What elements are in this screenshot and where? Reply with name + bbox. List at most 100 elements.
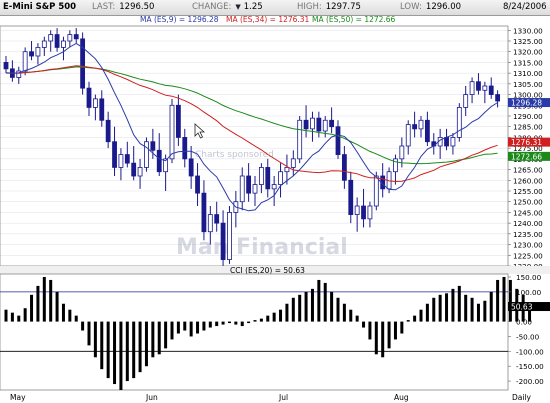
watermark-line2: Man Financial bbox=[176, 235, 348, 260]
cci-bar bbox=[202, 321, 206, 331]
ma34-line bbox=[5, 65, 498, 183]
high-label: HIGH: bbox=[297, 2, 322, 12]
cci-title: CCI (ES,20) = 50.63 bbox=[230, 266, 305, 275]
cci-bar bbox=[215, 321, 219, 327]
cci-tick-label: -100.00 bbox=[516, 347, 544, 356]
candle-down bbox=[29, 51, 34, 57]
cci-bar bbox=[298, 294, 302, 322]
cci-bar bbox=[393, 321, 397, 340]
cci-bar bbox=[291, 297, 295, 322]
candle-up bbox=[354, 205, 360, 215]
candle-down bbox=[131, 162, 137, 177]
candle-up bbox=[469, 81, 475, 95]
candle-up bbox=[418, 119, 424, 130]
cci-bar bbox=[138, 321, 142, 373]
candle-up bbox=[169, 104, 175, 160]
low-label: LOW: bbox=[400, 2, 422, 12]
high-quote: HIGH: 1297.75 bbox=[297, 2, 361, 13]
cci-bar bbox=[496, 279, 500, 322]
cci-bar bbox=[208, 321, 212, 328]
candle-up bbox=[16, 70, 22, 78]
cci-bar bbox=[451, 288, 455, 322]
candle-down bbox=[246, 175, 252, 194]
ma-legend: MA (ES,9) = 1296.28 MA (ES,34) = 1276.31… bbox=[0, 15, 550, 25]
cci-bar bbox=[457, 285, 461, 322]
mouse-cursor-icon bbox=[194, 123, 206, 139]
candle-up bbox=[393, 158, 398, 173]
candle-up bbox=[118, 154, 124, 168]
cci-bar bbox=[81, 321, 85, 331]
last-quote: LAST: 1296.50 bbox=[92, 2, 154, 13]
candle-up bbox=[227, 212, 232, 260]
candle-down bbox=[150, 141, 156, 151]
time-axis: May Jun Jul Aug Daily bbox=[10, 393, 532, 402]
cci-bar bbox=[266, 315, 270, 322]
cci-bar bbox=[464, 294, 468, 322]
cci-bar bbox=[400, 321, 404, 334]
cci-bar bbox=[49, 279, 53, 322]
quote-date: 8/24/2006 bbox=[503, 2, 547, 12]
cci-panel-frame bbox=[0, 273, 509, 391]
cci-bar bbox=[68, 309, 72, 322]
candle-down bbox=[80, 38, 86, 89]
candle-down bbox=[105, 119, 111, 143]
cci-bar bbox=[279, 309, 283, 322]
cci-bar bbox=[227, 321, 231, 324]
candle-up bbox=[290, 158, 296, 168]
candle-up bbox=[322, 119, 328, 132]
high-value: 1297.75 bbox=[325, 2, 361, 12]
price-tick-label: 1325.00 bbox=[513, 37, 543, 46]
candle-down bbox=[188, 158, 194, 177]
candle-up bbox=[163, 158, 169, 173]
cci-tick-label: 100.00 bbox=[516, 288, 542, 297]
candle-up bbox=[239, 175, 245, 203]
price-tick-label: 1315.00 bbox=[513, 58, 543, 67]
cci-tick-label: 0.00 bbox=[516, 318, 532, 327]
candle-up bbox=[373, 175, 379, 207]
candle-up bbox=[399, 145, 405, 160]
ma50-legend: MA (ES,50) = 1272.66 bbox=[312, 15, 396, 24]
candle-up bbox=[252, 184, 258, 194]
cci-bar bbox=[10, 312, 14, 322]
low-quote: LOW: 1296.00 bbox=[400, 2, 461, 13]
candle-up bbox=[22, 51, 28, 72]
candle-up bbox=[405, 124, 411, 147]
cci-value-tag-text: 50.63 bbox=[511, 303, 533, 312]
cci-bar bbox=[502, 276, 506, 322]
cci-bar bbox=[253, 320, 257, 322]
cci-bar bbox=[132, 321, 136, 379]
cci-bar bbox=[406, 320, 410, 322]
price-tick-label: 1265.00 bbox=[513, 166, 543, 175]
cci-bar bbox=[432, 297, 436, 322]
cci-tick-label: -150.00 bbox=[516, 362, 544, 371]
price-tick-label: 1275.00 bbox=[513, 144, 543, 153]
candle-down bbox=[335, 126, 341, 155]
candle-down bbox=[156, 149, 162, 173]
cci-bar bbox=[304, 291, 308, 322]
cci-bar bbox=[106, 321, 110, 379]
symbol-title: E-Mini S&P 500 bbox=[3, 2, 77, 12]
candle-up bbox=[456, 107, 462, 138]
cci-bar bbox=[100, 321, 104, 370]
cci-bar bbox=[355, 315, 359, 322]
cci-bar bbox=[144, 321, 148, 367]
price-tick-label: 1305.00 bbox=[513, 80, 543, 89]
cci-bar bbox=[4, 309, 8, 322]
cci-bar bbox=[285, 303, 289, 322]
last-value: 1296.50 bbox=[119, 2, 155, 12]
candle-down bbox=[476, 81, 481, 91]
candle-down bbox=[201, 192, 207, 233]
candle-up bbox=[482, 85, 488, 91]
low-value: 1296.00 bbox=[425, 2, 462, 12]
candle-down bbox=[182, 137, 188, 160]
candle-down bbox=[329, 119, 335, 128]
ma34-legend: MA (ES,34) = 1276.31 bbox=[226, 15, 310, 24]
candle-down bbox=[303, 119, 309, 130]
month-label-jun: Jun bbox=[145, 393, 158, 402]
cci-bar bbox=[87, 321, 91, 346]
cci-bar bbox=[157, 321, 161, 355]
candle-down bbox=[54, 34, 60, 48]
price-tick-label: 1245.00 bbox=[513, 208, 543, 217]
candle-down bbox=[3, 62, 9, 70]
